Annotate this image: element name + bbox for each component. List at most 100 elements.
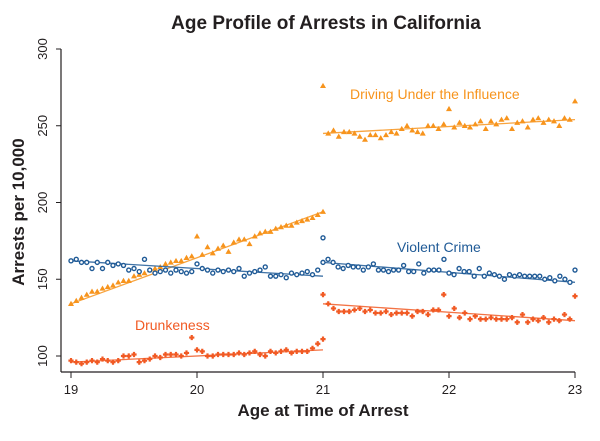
y-ticks: 100 150 200 250 300 [35,38,61,367]
data-point [147,356,153,362]
data-point [320,235,326,241]
data-point [94,288,101,294]
data-point [131,273,137,279]
data-point [551,118,557,124]
data-point [420,308,426,315]
data-point [131,351,137,358]
data-point [294,271,300,278]
data-point [509,315,515,321]
data-point [94,259,100,266]
data-point [299,270,305,276]
data-point [278,271,284,278]
data-point [385,268,392,275]
data-point [336,308,342,315]
data-point [89,265,95,272]
data-point [537,273,543,279]
data-point [241,351,247,358]
data-point [215,245,221,251]
data-point [367,307,373,313]
data-point [110,359,116,365]
data-point [120,262,127,269]
data-point [283,347,289,353]
data-point [320,336,326,342]
data-point [141,270,148,276]
data-point [267,348,274,354]
y-tick-label: 250 [35,115,50,137]
data-point [68,300,74,307]
data-point [84,359,90,365]
data-point [262,264,268,270]
data-point [131,265,137,272]
data-point [351,307,358,313]
data-point [273,273,279,279]
data-point [194,347,200,353]
data-point [293,219,300,225]
x-tick-label: 23 [568,382,582,397]
y-tick-label: 200 [35,192,50,214]
data-point [294,348,300,354]
series-label-dui: Driving Under the Influence [350,86,520,102]
data-point [315,267,321,273]
data-point [299,348,305,354]
data-point [409,313,415,319]
data-point [519,311,526,318]
data-point [252,268,258,275]
data-point [105,358,111,364]
data-point [320,292,326,298]
data-point [341,308,347,315]
data-point [535,318,541,324]
data-point [399,310,405,316]
fit-line-right [322,118,576,135]
data-point [552,278,558,284]
data-point [540,315,547,321]
data-point [257,230,263,236]
data-point [356,133,363,139]
data-point [309,271,316,278]
data-point [362,136,368,142]
data-point [482,125,489,132]
data-point [561,115,568,121]
data-point [246,350,253,356]
data-point [451,124,458,130]
data-point [257,351,263,358]
data-point [162,260,169,267]
data-point [440,121,447,127]
y-tick-label: 100 [35,345,50,367]
data-point [126,353,132,359]
data-point [472,313,478,319]
data-point [236,265,242,272]
data-point [314,211,321,217]
data-point [501,276,508,282]
data-point [273,350,279,356]
series-violent-crime [68,235,578,286]
data-point [246,270,253,276]
data-point [325,256,331,262]
series-label-drunkeness: Drunkeness [135,317,210,333]
data-point [446,313,452,319]
data-point [393,130,400,136]
data-point [476,265,482,272]
data-point [414,128,421,135]
data-point [341,128,347,135]
data-point [400,262,407,269]
data-point [530,116,536,122]
data-point [431,267,437,273]
data-point [241,236,248,242]
data-point [421,270,427,276]
data-point [346,128,353,135]
data-point [251,233,258,239]
data-point [414,308,421,315]
x-ticks: 19 20 21 22 23 [64,372,582,397]
data-point [157,268,163,275]
data-point [388,128,395,135]
data-point [546,319,552,325]
data-point [540,119,547,125]
data-point [462,310,468,316]
data-point [283,275,289,281]
data-point [267,228,274,234]
data-point [551,316,557,322]
data-point [355,264,361,270]
data-point [320,208,326,214]
data-point [496,273,503,279]
data-point [325,130,332,136]
